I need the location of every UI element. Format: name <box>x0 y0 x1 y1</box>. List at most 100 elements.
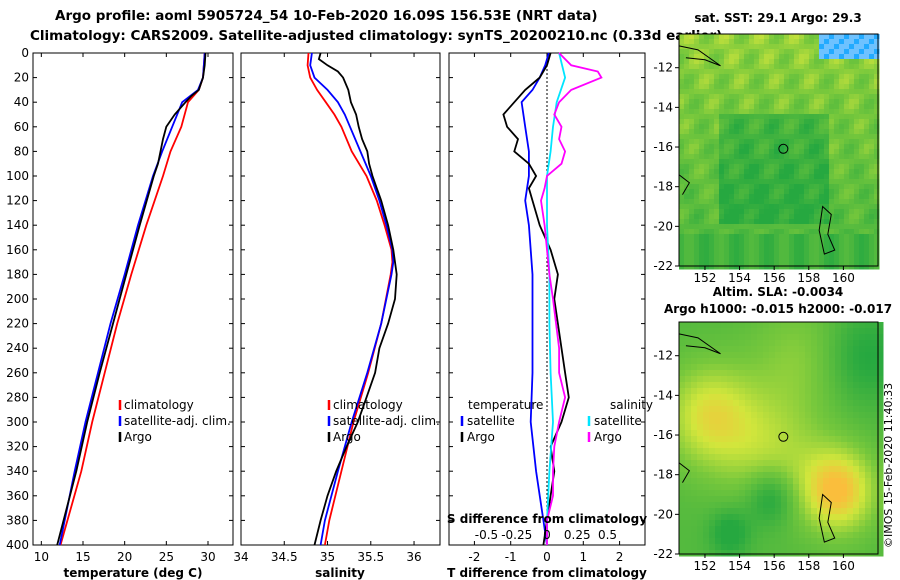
map-cell <box>739 472 746 479</box>
map-cell <box>814 244 820 250</box>
map-cell <box>769 64 775 70</box>
map-cell <box>694 249 700 255</box>
map-cell <box>794 189 800 195</box>
map-cell <box>805 442 812 449</box>
map-cell <box>769 466 776 473</box>
map-cell <box>877 340 884 347</box>
map-cell <box>679 538 686 545</box>
map-cell <box>769 164 775 170</box>
map-cell <box>694 59 700 65</box>
map-cell <box>853 370 860 377</box>
map-cell <box>729 174 735 180</box>
map-cell <box>814 134 820 140</box>
map-cell <box>829 508 836 515</box>
map-cell <box>805 430 812 437</box>
map-cell <box>805 340 812 347</box>
map-cell <box>729 84 735 90</box>
map-cell <box>714 54 720 60</box>
map-cell <box>757 490 764 497</box>
y-tick-label: -16 <box>653 428 673 442</box>
map-cell <box>749 89 755 95</box>
map-cell <box>754 234 760 240</box>
map-cell <box>779 34 785 40</box>
map-cell <box>727 514 734 521</box>
map-cell <box>715 418 722 425</box>
map-cell <box>805 532 812 539</box>
map-cell <box>754 119 760 125</box>
map-cell <box>804 229 810 235</box>
map-cell <box>764 239 770 245</box>
map-cell <box>799 124 805 130</box>
map-cell <box>763 460 770 467</box>
map-cell <box>847 376 854 383</box>
map-cell <box>733 382 740 389</box>
map-cell <box>844 264 850 270</box>
map-cell <box>799 39 805 45</box>
map-cell <box>841 490 848 497</box>
map-cell <box>834 184 840 190</box>
map-cell <box>871 544 878 551</box>
map-cell <box>703 430 710 437</box>
map-cell <box>775 526 782 533</box>
map-cell <box>691 328 698 335</box>
map-cell <box>703 508 710 515</box>
map-cell <box>744 199 750 205</box>
map-cell <box>739 54 745 60</box>
map-cell <box>699 39 705 45</box>
map-cell <box>719 204 725 210</box>
map-cell <box>704 204 710 210</box>
map-cell <box>804 159 810 165</box>
map-cell <box>721 424 728 431</box>
map-cell <box>684 234 690 240</box>
map-cell <box>774 174 780 180</box>
map-cell <box>864 254 870 260</box>
map-cell <box>829 412 836 419</box>
map-cell <box>679 502 686 509</box>
map-cell <box>764 49 770 55</box>
map-cell <box>779 114 785 120</box>
map-cell <box>689 189 695 195</box>
map-cell <box>689 179 695 185</box>
map-cell <box>784 99 790 105</box>
map-cell <box>789 209 795 215</box>
map-cell <box>781 382 788 389</box>
map-cell <box>689 259 695 265</box>
map-cell <box>794 134 800 140</box>
map-cell <box>787 478 794 485</box>
map-cell <box>714 104 720 110</box>
map-cell <box>829 74 835 80</box>
map-cell <box>799 394 806 401</box>
map-cell <box>689 139 695 145</box>
map-cell <box>775 424 782 431</box>
map-cell <box>853 550 860 557</box>
map-cell <box>841 346 848 353</box>
map-cell <box>774 169 780 175</box>
map-cell <box>859 346 866 353</box>
map-cell <box>704 264 710 270</box>
map-cell <box>775 478 782 485</box>
map-cell <box>834 194 840 200</box>
y-tick-label: 260 <box>6 366 29 380</box>
map-cell <box>869 229 875 235</box>
map-cell <box>739 442 746 449</box>
map-cell <box>835 502 842 509</box>
map-cell <box>799 94 805 100</box>
map-cell <box>691 520 698 527</box>
map-cell <box>714 169 720 175</box>
map-cell <box>864 159 870 165</box>
map-cell <box>734 84 740 90</box>
map-cell <box>809 159 815 165</box>
map-cell <box>854 179 860 185</box>
map-cell <box>709 244 715 250</box>
map-cell <box>764 214 770 220</box>
map-cell <box>824 224 830 230</box>
map-cell <box>865 532 872 539</box>
map-cell <box>679 550 686 557</box>
map-cell <box>841 382 848 389</box>
map-cell <box>709 59 715 65</box>
map-cell <box>764 144 770 150</box>
map-cell <box>764 34 770 40</box>
map-cell <box>721 508 728 515</box>
map-cell <box>719 84 725 90</box>
map-cell <box>839 59 845 65</box>
